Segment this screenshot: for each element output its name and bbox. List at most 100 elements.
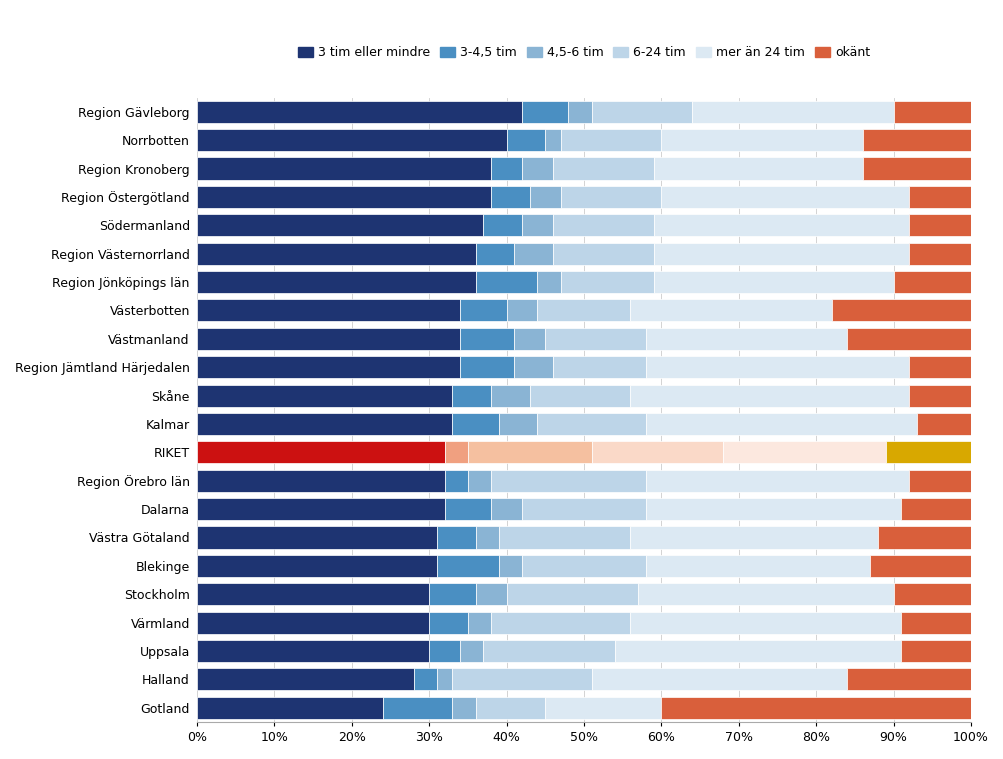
- Bar: [885, 441, 970, 464]
- Bar: [909, 214, 970, 236]
- Bar: [490, 498, 522, 520]
- Bar: [645, 555, 870, 577]
- Bar: [645, 498, 901, 520]
- Bar: [862, 129, 970, 151]
- Bar: [645, 413, 916, 435]
- Bar: [436, 669, 452, 691]
- Bar: [498, 527, 630, 549]
- Bar: [545, 697, 661, 719]
- Bar: [475, 271, 537, 293]
- Bar: [522, 498, 645, 520]
- Bar: [197, 186, 490, 208]
- Bar: [830, 299, 970, 322]
- Bar: [490, 157, 522, 180]
- Bar: [498, 413, 537, 435]
- Bar: [591, 441, 722, 464]
- Bar: [482, 640, 614, 662]
- Bar: [630, 527, 878, 549]
- Bar: [197, 697, 382, 719]
- Bar: [909, 385, 970, 407]
- Bar: [653, 157, 862, 180]
- Bar: [490, 470, 645, 492]
- Bar: [522, 157, 553, 180]
- Bar: [467, 470, 490, 492]
- Bar: [490, 612, 630, 634]
- Bar: [382, 697, 452, 719]
- Bar: [522, 214, 553, 236]
- Bar: [452, 697, 475, 719]
- Bar: [197, 385, 452, 407]
- Bar: [498, 555, 522, 577]
- Bar: [893, 583, 970, 606]
- Bar: [467, 612, 490, 634]
- Bar: [459, 299, 506, 322]
- Bar: [197, 299, 459, 322]
- Bar: [630, 299, 830, 322]
- Bar: [722, 441, 885, 464]
- Bar: [197, 356, 459, 378]
- Bar: [653, 271, 893, 293]
- Bar: [909, 186, 970, 208]
- Bar: [506, 299, 537, 322]
- Bar: [514, 328, 545, 350]
- Bar: [459, 328, 514, 350]
- Bar: [444, 498, 490, 520]
- Bar: [197, 129, 506, 151]
- Bar: [506, 583, 638, 606]
- Bar: [452, 385, 490, 407]
- Bar: [878, 527, 970, 549]
- Bar: [197, 470, 444, 492]
- Bar: [428, 640, 459, 662]
- Bar: [197, 243, 475, 265]
- Bar: [522, 101, 568, 123]
- Bar: [661, 697, 970, 719]
- Bar: [630, 612, 901, 634]
- Bar: [545, 328, 645, 350]
- Bar: [537, 299, 630, 322]
- Bar: [197, 583, 428, 606]
- Bar: [645, 328, 847, 350]
- Bar: [197, 640, 428, 662]
- Bar: [506, 129, 545, 151]
- Bar: [560, 129, 661, 151]
- Bar: [436, 555, 498, 577]
- Bar: [661, 129, 862, 151]
- Legend: 3 tim eller mindre, 3-4,5 tim, 4,5-6 tim, 6-24 tim, mer än 24 tim, okänt: 3 tim eller mindre, 3-4,5 tim, 4,5-6 tim…: [293, 41, 875, 65]
- Bar: [553, 243, 653, 265]
- Bar: [444, 441, 467, 464]
- Bar: [475, 583, 506, 606]
- Bar: [475, 243, 514, 265]
- Bar: [428, 583, 475, 606]
- Bar: [893, 101, 970, 123]
- Bar: [197, 441, 444, 464]
- Bar: [916, 413, 970, 435]
- Bar: [452, 669, 591, 691]
- Bar: [530, 186, 560, 208]
- Bar: [197, 527, 436, 549]
- Bar: [514, 356, 553, 378]
- Bar: [452, 413, 498, 435]
- Bar: [475, 697, 545, 719]
- Bar: [530, 385, 630, 407]
- Bar: [661, 186, 909, 208]
- Bar: [901, 640, 970, 662]
- Bar: [428, 612, 467, 634]
- Bar: [560, 271, 653, 293]
- Bar: [482, 214, 522, 236]
- Bar: [553, 157, 653, 180]
- Bar: [909, 470, 970, 492]
- Bar: [197, 498, 444, 520]
- Bar: [467, 441, 591, 464]
- Bar: [645, 470, 909, 492]
- Bar: [901, 498, 970, 520]
- Bar: [197, 157, 490, 180]
- Bar: [197, 271, 475, 293]
- Bar: [847, 669, 970, 691]
- Bar: [475, 527, 498, 549]
- Bar: [568, 101, 591, 123]
- Bar: [893, 271, 970, 293]
- Bar: [197, 612, 428, 634]
- Bar: [591, 101, 692, 123]
- Bar: [197, 669, 413, 691]
- Bar: [653, 243, 909, 265]
